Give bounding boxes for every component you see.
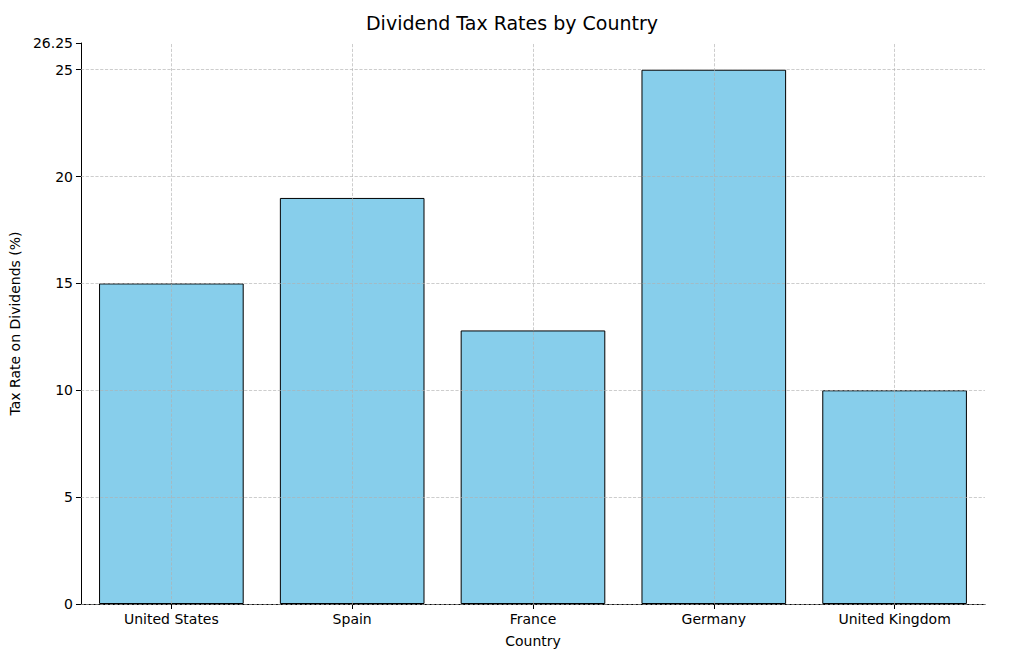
svg-text:United Kingdom: United Kingdom <box>838 611 950 627</box>
svg-text:Spain: Spain <box>333 611 372 627</box>
svg-text:20: 20 <box>55 169 73 185</box>
svg-text:5: 5 <box>64 489 73 505</box>
svg-text:Germany: Germany <box>682 611 746 627</box>
svg-text:10: 10 <box>55 382 73 398</box>
svg-text:Tax Rate on Dividends (%): Tax Rate on Dividends (%) <box>7 231 23 416</box>
svg-text:25: 25 <box>55 62 73 78</box>
svg-text:26.25: 26.25 <box>33 35 73 51</box>
svg-text:Dividend Tax Rates by Country: Dividend Tax Rates by Country <box>366 12 658 34</box>
svg-text:France: France <box>510 611 557 627</box>
svg-text:0: 0 <box>64 596 73 612</box>
svg-text:United States: United States <box>124 611 219 627</box>
svg-text:Country: Country <box>505 633 561 649</box>
svg-text:15: 15 <box>55 275 73 291</box>
